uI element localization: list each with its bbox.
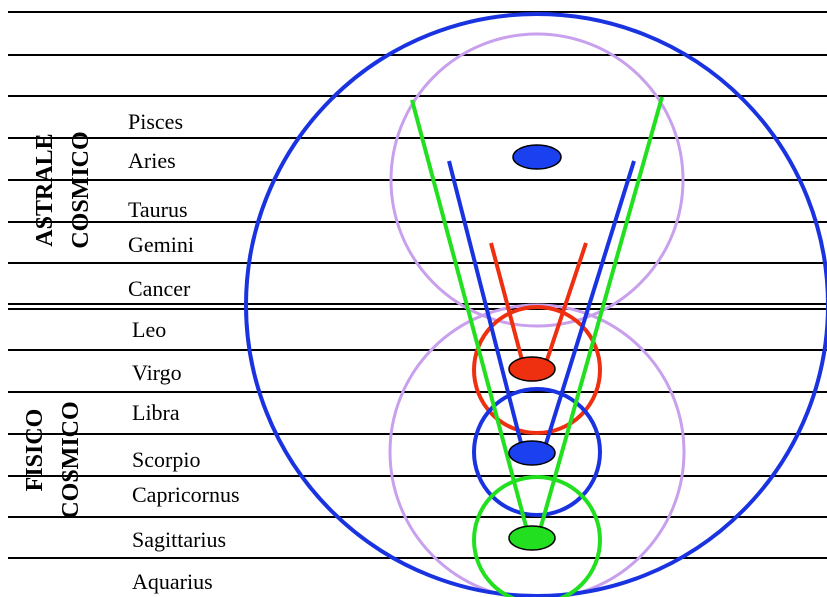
sign-label: Libra xyxy=(132,400,180,425)
side-label: COSMICO xyxy=(68,131,94,248)
circles xyxy=(244,12,827,597)
sign-label: Cancer xyxy=(128,276,191,301)
dots xyxy=(508,144,562,551)
sign-label: Virgo xyxy=(132,360,182,385)
sign-label: Aries xyxy=(128,148,176,173)
side-label: COSMICO xyxy=(58,401,84,518)
side-label: FISICO xyxy=(22,409,48,492)
sign-label: Taurus xyxy=(128,197,188,222)
sign-label: Leo xyxy=(132,317,166,342)
sign-label: Scorpio xyxy=(132,447,200,472)
side-label: ASTRALE xyxy=(32,133,58,246)
sign-labels: Pisces Aries Taurus Gemini Cancer Leo Virgo Lib… xyxy=(128,109,240,594)
rules xyxy=(8,11,827,559)
sign-label: Aquarius xyxy=(132,569,213,594)
rays xyxy=(410,96,664,531)
sign-label: Capricornus xyxy=(132,482,240,507)
sign-label: Sagittarius xyxy=(132,527,226,552)
sign-label: Pisces xyxy=(128,109,183,134)
sign-label: Gemini xyxy=(128,232,194,257)
